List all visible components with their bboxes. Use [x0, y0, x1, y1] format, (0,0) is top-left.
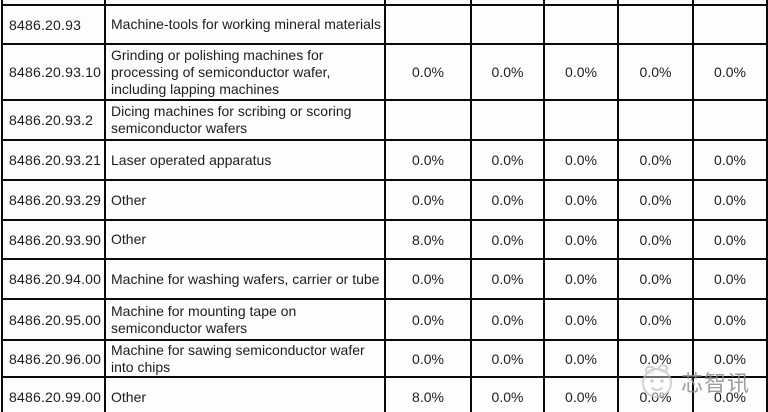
table-row: 8486.20.96.00 Machine for sawing semicond… [1, 339, 768, 378]
table-row: 8486.20.95.00 Machine for mounting tape o… [1, 298, 768, 341]
code-cell: 8486.20.99.00 [1, 376, 106, 412]
rate-value-cell: 0.0% [692, 219, 768, 260]
description-cell: Machine-tools for working mineral materi… [104, 4, 386, 45]
empty-cell [384, 0, 472, 6]
rate-value-cell: 0.0% [470, 298, 545, 341]
table-row: 8486.20.94.00 Machine for washing wafers,… [1, 258, 768, 300]
rate-value-cell: 0.0% [470, 179, 545, 221]
rate-value-cell: 0.0% [543, 339, 619, 378]
rate-value-cell [470, 4, 545, 45]
code-cell: 8486.20.93.2 [1, 99, 106, 141]
rate-value-cell: 0.0% [384, 43, 472, 101]
rate-value-cell: 0.0% [617, 298, 694, 341]
rate-value-cell: 0.0% [384, 258, 472, 300]
empty-cell [692, 0, 768, 6]
description-cell: Other [104, 179, 386, 221]
code-cell: 8486.20.93.29 [1, 179, 106, 221]
rate-value-cell: 0.0% [617, 179, 694, 221]
rate-value-cell: 0.0% [617, 139, 694, 181]
table-row: 8486.20.93 Machine-tools for working mine… [1, 4, 768, 45]
rate-value-cell: 0.0% [617, 339, 694, 378]
rate-value-cell: 8.0% [384, 376, 472, 412]
table-row: 8486.20.99.00 Other 8.0% 0.0% 0.0% 0.0% 0.0% [1, 376, 768, 412]
code-cell: 8486.20.96.00 [1, 339, 106, 378]
empty-cell [470, 0, 545, 6]
code-cell: 8486.20.93 [1, 4, 106, 45]
rate-value-cell [543, 99, 619, 141]
rate-value-cell: 0.0% [470, 258, 545, 300]
rate-value-cell: 0.0% [543, 298, 619, 341]
description-cell: Other [104, 376, 386, 412]
table-row: 8486.20.93.21 Laser operated apparatus 0.0… [1, 139, 768, 181]
rate-value-cell: 0.0% [470, 139, 545, 181]
rate-value-cell: 0.0% [470, 376, 545, 412]
table-row: 8486.20.93.90 Other 8.0% 0.0% 0.0% 0.0% 0.0% [1, 219, 768, 260]
rate-value-cell: 0.0% [543, 179, 619, 221]
rate-value-cell: 0.0% [543, 376, 619, 412]
partial-row-top [1, 0, 768, 6]
description-cell: Laser operated apparatus [104, 139, 386, 181]
rate-value-cell: 0.0% [384, 298, 472, 341]
rate-value-cell: 0.0% [692, 376, 768, 412]
rate-value-cell: 0.0% [692, 179, 768, 221]
table-row: 8486.20.93.29 Other 0.0% 0.0% 0.0% 0.0% 0.0% [1, 179, 768, 221]
rate-value-cell: 0.0% [384, 179, 472, 221]
empty-cell [617, 0, 694, 6]
rate-value-cell: 0.0% [617, 376, 694, 412]
rate-value-cell: 0.0% [692, 43, 768, 101]
rate-value-cell: 0.0% [384, 139, 472, 181]
description-cell: Machine for mounting tape on semiconduct… [104, 298, 386, 341]
rate-value-cell [692, 4, 768, 45]
rate-value-cell [543, 4, 619, 45]
rate-value-cell: 0.0% [384, 339, 472, 378]
rate-value-cell: 0.0% [692, 298, 768, 341]
rate-value-cell: 0.0% [543, 139, 619, 181]
rate-value-cell: 0.0% [543, 258, 619, 300]
rate-value-cell: 0.0% [617, 258, 694, 300]
code-cell: 8486.20.93.21 [1, 139, 106, 181]
rate-value-cell: 0.0% [470, 339, 545, 378]
rate-value-cell: 0.0% [617, 219, 694, 260]
code-cell: 8486.20.93.10 [1, 43, 106, 101]
rate-value-cell: 0.0% [543, 219, 619, 260]
description-cell: Other [104, 219, 386, 260]
rate-value-cell: 8.0% [384, 219, 472, 260]
rate-value-cell [384, 99, 472, 141]
empty-cell [104, 0, 386, 6]
rate-value-cell [692, 99, 768, 141]
rate-value-cell: 0.0% [692, 139, 768, 181]
description-cell: Dicing machines for scribing or scoring … [104, 99, 386, 141]
rate-value-cell: 0.0% [470, 219, 545, 260]
description-cell: Machine for washing wafers, carrier or t… [104, 258, 386, 300]
rate-value-cell: 0.0% [543, 43, 619, 101]
rate-value-cell: 0.0% [692, 339, 768, 378]
rate-value-cell [617, 4, 694, 45]
table-row: 8486.20.93.10 Grinding or polishing machi… [1, 43, 768, 101]
rate-value-cell [384, 4, 472, 45]
table-row: 8486.20.93.2 Dicing machines for scribing… [1, 99, 768, 141]
code-cell: 8486.20.94.00 [1, 258, 106, 300]
empty-cell [543, 0, 619, 6]
code-cell: 8486.20.93.90 [1, 219, 106, 260]
rate-value-cell [470, 99, 545, 141]
description-cell: Machine for sawing semiconductor wafer i… [104, 339, 386, 378]
code-cell: 8486.20.95.00 [1, 298, 106, 341]
rate-value-cell: 0.0% [470, 43, 545, 101]
rate-value-cell: 0.0% [692, 258, 768, 300]
empty-cell [1, 0, 106, 6]
rate-value-cell: 0.0% [617, 43, 694, 101]
rate-value-cell [617, 99, 694, 141]
description-cell: Grinding or polishing machines for proce… [104, 43, 386, 101]
